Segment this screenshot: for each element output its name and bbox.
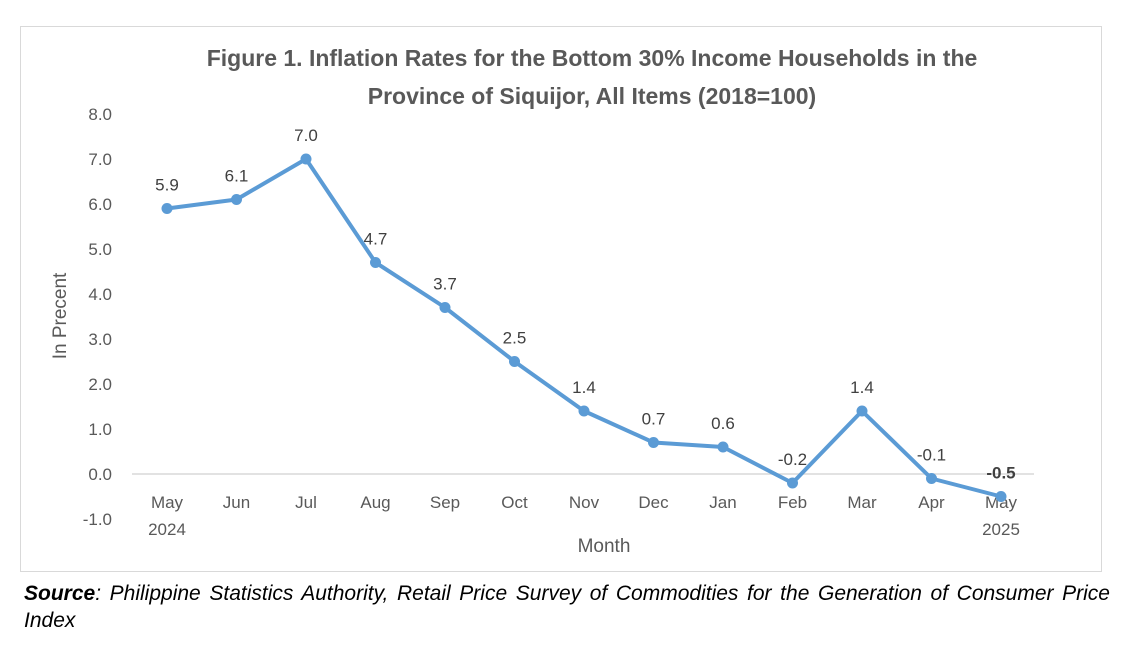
source-label: Source: [24, 582, 96, 605]
data-point: [856, 405, 868, 417]
x-tick-label: Jun: [223, 493, 250, 512]
series-line: [165, 157, 1003, 499]
data-label: -0.1: [917, 446, 946, 465]
x-tick-sublabel: 2024: [148, 520, 186, 539]
data-point: [578, 405, 590, 417]
y-axis-title: In Precent: [50, 272, 71, 359]
data-label: 2.5: [503, 329, 527, 348]
y-tick-label: 2.0: [88, 375, 112, 394]
chart-title-line-2: Province of Siquijor, All Items (2018=10…: [368, 83, 816, 109]
data-label: -0.5: [986, 464, 1015, 483]
data-label: 6.1: [225, 167, 249, 186]
x-tick-label: Apr: [918, 493, 945, 512]
x-tick-label: Jul: [295, 493, 317, 512]
source-text: : Philippine Statistics Authority, Retai…: [24, 582, 1110, 632]
y-axis-ticks: 8.0 7.0 6.0 5.0 4.0 3.0 2.0 1.0 0.0 -1.0: [83, 105, 112, 529]
x-tick-label: May: [985, 493, 1018, 512]
data-point: [648, 437, 659, 448]
x-tick-label: Jan: [709, 493, 736, 512]
x-tick-label: Oct: [501, 493, 528, 512]
inflation-line-chart: Figure 1. Inflation Rates for the Bottom…: [50, 45, 1034, 557]
y-tick-label: 4.0: [88, 285, 112, 304]
y-tick-label: 3.0: [88, 330, 112, 349]
x-axis-title: Month: [578, 536, 631, 557]
x-tick-label: Mar: [847, 493, 877, 512]
data-point: [995, 491, 1007, 502]
y-tick-label: 7.0: [88, 150, 112, 169]
x-tick-label: Dec: [638, 493, 669, 512]
data-point: [161, 203, 173, 214]
y-tick-label: 0.0: [88, 465, 112, 484]
x-tick-label: Feb: [778, 493, 807, 512]
data-point: [231, 194, 242, 205]
data-label: 3.7: [433, 275, 457, 294]
data-label: 0.6: [711, 414, 735, 433]
data-point: [300, 153, 312, 165]
x-tick-label: Aug: [360, 493, 390, 512]
data-label: 4.7: [364, 230, 388, 249]
x-axis-ticks: May 2024 Jun Jul Aug Sep Oct Nov Dec Jan Feb Mar Apr…: [148, 493, 1020, 539]
data-label: 5.9: [155, 176, 179, 195]
y-tick-label: 5.0: [88, 240, 112, 259]
data-label: 1.4: [850, 378, 874, 397]
data-point: [926, 473, 937, 484]
chart-title-line-1: Figure 1. Inflation Rates for the Bottom…: [207, 45, 978, 71]
data-label: 1.4: [572, 378, 596, 397]
x-tick-label: Nov: [569, 493, 600, 512]
x-tick-label: May: [151, 493, 184, 512]
data-points: [161, 153, 1007, 502]
y-tick-label: -1.0: [83, 510, 112, 529]
source-note: Source: Philippine Statistics Authority,…: [24, 580, 1110, 634]
data-label: -0.2: [778, 450, 807, 469]
data-label: 0.7: [642, 410, 666, 429]
data-point: [509, 356, 520, 367]
y-tick-label: 6.0: [88, 195, 112, 214]
chart-frame: [20, 26, 1102, 572]
data-point: [370, 257, 381, 268]
x-tick-label: Sep: [430, 493, 460, 512]
data-point: [717, 441, 729, 453]
y-tick-label: 8.0: [88, 105, 112, 124]
x-tick-sublabel: 2025: [982, 520, 1020, 539]
data-point: [439, 302, 451, 313]
y-tick-label: 1.0: [88, 420, 112, 439]
data-labels: 5.9 6.1 7.0 4.7 3.7 2.5 1.4 0.7 0.6 -0.2 1.4 -0.1 -0…: [155, 126, 1015, 483]
data-point: [787, 477, 798, 489]
data-label: 7.0: [294, 126, 318, 145]
